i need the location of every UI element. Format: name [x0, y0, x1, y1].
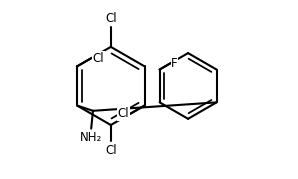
- Text: Cl: Cl: [105, 144, 117, 157]
- Text: F: F: [171, 57, 178, 70]
- Text: NH₂: NH₂: [80, 131, 102, 144]
- Text: Cl: Cl: [105, 12, 117, 25]
- Text: Cl: Cl: [117, 107, 129, 120]
- Text: Cl: Cl: [93, 52, 104, 65]
